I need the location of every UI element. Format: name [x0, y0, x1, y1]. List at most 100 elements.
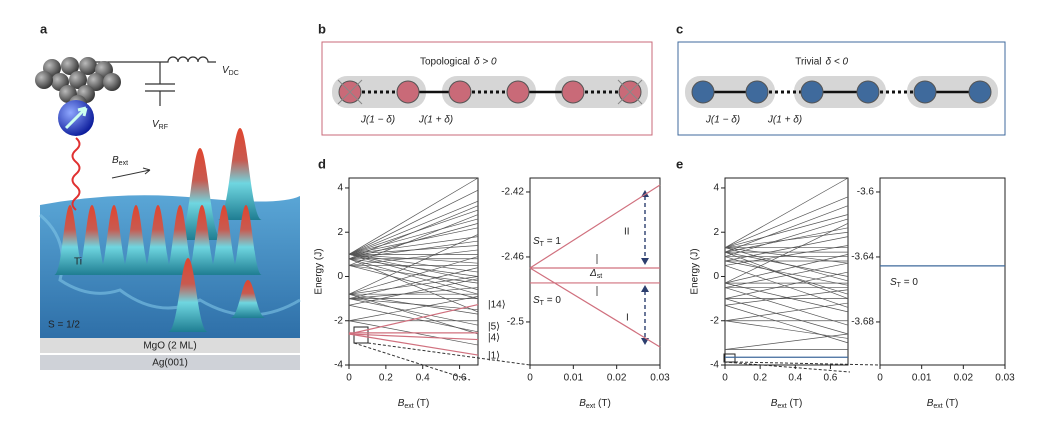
singlet-label: ST = 0 [533, 295, 561, 307]
layer-label: MgO (2 ML) [143, 341, 196, 352]
panel-label: b [318, 21, 326, 36]
energy-level [348, 218, 479, 255]
field-arrow [111, 167, 151, 179]
energy-level [724, 236, 849, 262]
adatom-peak [186, 205, 218, 275]
x-tick-label: 0.2 [753, 373, 767, 384]
x-axis-label: Bext (T) [927, 398, 959, 410]
energy-level [348, 200, 479, 255]
energy-level [348, 189, 479, 255]
spin-label: S = 1/2 [48, 320, 80, 331]
x-axis-label-rest: (T) [595, 398, 611, 409]
y-tick-label: -2 [710, 315, 719, 326]
atom-label: Ti [74, 257, 82, 268]
zoom-connector [723, 361, 881, 373]
bext-label-sub: ext [119, 160, 128, 167]
singlet-label-main: S [890, 277, 897, 288]
zoom-connector [353, 342, 531, 381]
energy-level [348, 265, 479, 299]
x-axis-label-sub: ext [404, 403, 413, 410]
y-tick-label: 0 [337, 271, 343, 282]
adatom-peak [218, 128, 262, 220]
y-tick-label: -2.46 [501, 252, 524, 263]
gap-label-main: Δ [589, 268, 597, 279]
x-axis-label-rest: (T) [414, 398, 430, 409]
energy-level [724, 214, 849, 249]
x-axis-label: Bext (T) [579, 398, 611, 410]
vrf-label-main: V [152, 119, 160, 130]
state-label: |5⟩ [488, 322, 500, 333]
singlet-label: ST = 0 [890, 277, 918, 289]
site [745, 80, 769, 104]
ag-layer [40, 355, 300, 370]
tip-atom [61, 57, 79, 75]
topological-box [321, 41, 653, 136]
y-tick-label: 4 [337, 183, 343, 194]
energy-level [724, 333, 849, 350]
x-tick-label: 0.4 [416, 373, 430, 384]
panel-label: a [40, 21, 48, 36]
x-axis-label-sub: ext [777, 403, 786, 410]
spin-arrow [64, 106, 88, 130]
adatom-peak [168, 258, 208, 332]
chain-condition: δ < 0 [826, 57, 849, 68]
x-axis-label-rest: (T) [943, 398, 959, 409]
triplet-label-rest: = 1 [544, 236, 561, 247]
energy-level [724, 287, 849, 326]
energy-level [724, 245, 849, 266]
gap-label: Δst [589, 268, 602, 280]
annotation-arrows [596, 190, 649, 345]
highlight-level [348, 303, 479, 335]
site [561, 80, 585, 104]
gap-label-sub: st [597, 273, 603, 280]
energy-level [348, 296, 479, 322]
vdc-label: VDC [222, 65, 239, 77]
adatom-peak [142, 205, 174, 275]
x-tick-label: 0.02 [607, 373, 627, 384]
x-tick-label: 0.6 [453, 373, 467, 384]
bond-label: J(1 + δ) [418, 115, 453, 126]
plot-frame [879, 177, 1006, 366]
y-tick-label: 0 [713, 271, 719, 282]
y-tick-label: -2.42 [501, 187, 524, 198]
rf-wave [71, 137, 81, 211]
energy-level [724, 218, 849, 257]
y-tick-label: -2 [334, 315, 343, 326]
adatom-peak [76, 205, 108, 275]
branch-label: II [624, 227, 630, 238]
singlet-label-sub: T [540, 300, 545, 307]
site [691, 80, 715, 104]
energy-level [724, 205, 849, 253]
energy-level [348, 287, 479, 299]
trivial-box [677, 41, 1006, 136]
x-tick-label: 0 [877, 373, 883, 384]
x-axis-label-main: B [579, 398, 586, 409]
energy-level [348, 276, 479, 295]
zoom-box [723, 353, 736, 363]
bond-label: J(1 − δ) [360, 115, 395, 126]
y-tick-label: 2 [713, 227, 719, 238]
bext-label-main: B [112, 155, 119, 166]
x-tick-label: 0 [346, 373, 352, 384]
layer-label: Ag(001) [152, 358, 188, 369]
x-tick-label: 0.03 [650, 373, 670, 384]
singlet-label-rest: = 0 [901, 277, 918, 288]
y-tick-label: 4 [713, 183, 719, 194]
highlight-level [529, 184, 661, 269]
panel-label: e [676, 156, 683, 171]
adatom-peak [54, 205, 86, 275]
energy-level [348, 267, 479, 299]
tip-atom [69, 71, 87, 89]
tip-atom [35, 71, 53, 89]
singlet-label-main: S [533, 295, 540, 306]
chain-condition: δ > 0 [474, 57, 497, 68]
energy-level [348, 265, 479, 284]
mgo-layer [40, 338, 300, 353]
energy-level [724, 265, 849, 308]
state-label: |1⟩ [488, 351, 500, 362]
bond-label: J(1 + δ) [767, 115, 802, 126]
x-axis-label-main: B [398, 398, 405, 409]
energy-level [724, 302, 849, 322]
x-tick-label: 0.2 [379, 373, 393, 384]
